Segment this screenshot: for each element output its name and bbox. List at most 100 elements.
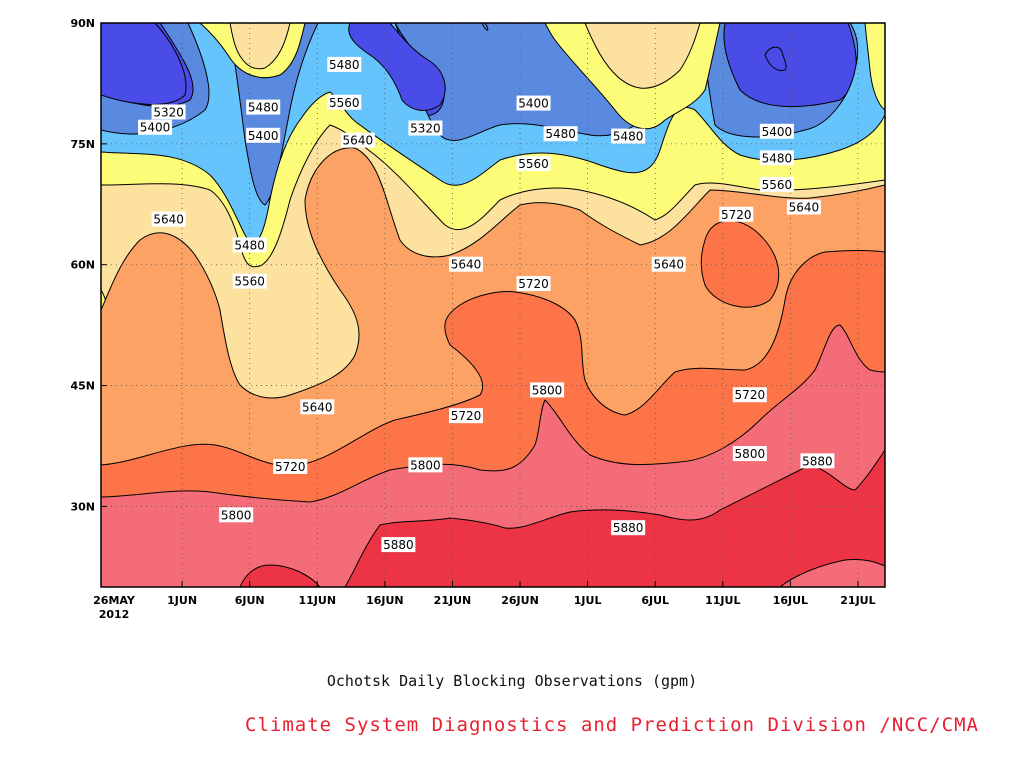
contour-label-box <box>759 150 794 166</box>
contour-label-box <box>448 256 483 272</box>
chart-credit: Climate System Diagnostics and Predictio… <box>245 714 979 736</box>
contour-label: 5560 <box>232 273 267 289</box>
contour-label-value: 5800 <box>221 508 252 522</box>
contour-label: 5400 <box>516 95 551 111</box>
x-tick-label: 26JUN <box>501 594 539 607</box>
contour-label-value: 5720 <box>451 409 482 423</box>
x-tick-label: 1JUL <box>574 594 602 607</box>
contour-label: 5640 <box>151 211 186 227</box>
contour-label-value: 5720 <box>735 388 766 402</box>
contour-label-box <box>516 276 551 292</box>
contour-label-box <box>151 104 186 120</box>
contour-label-value: 5560 <box>234 275 265 289</box>
contour-label: 5400 <box>759 123 794 139</box>
contour-label: 5720 <box>732 387 767 403</box>
contour-label: 5560 <box>759 176 794 192</box>
contour-label-box <box>232 273 267 289</box>
contour-label-value: 5720 <box>721 208 752 222</box>
contour-label: 5480 <box>543 126 578 142</box>
contour-label-box <box>408 120 443 136</box>
band-5480-top-c <box>864 23 885 111</box>
contour-label-value: 5400 <box>140 121 171 135</box>
band-below-5320-a <box>101 23 187 105</box>
contour-label-value: 5400 <box>762 125 793 139</box>
contour-label-value: 5560 <box>329 96 360 110</box>
band-5560-top-b <box>584 23 701 89</box>
band-5880 <box>344 449 885 587</box>
contour-label-value: 5480 <box>234 238 265 252</box>
y-tick-label: 90N <box>70 17 95 30</box>
contour-label-value: 5640 <box>653 258 684 272</box>
contour-label-box <box>732 446 767 462</box>
contour-label: 5480 <box>246 99 281 115</box>
contour-label-value: 5480 <box>613 130 644 144</box>
contour-label-box <box>611 128 646 144</box>
band-5880-bottom-right <box>779 559 885 587</box>
contour-label-box <box>327 56 362 72</box>
contour-label: 5800 <box>732 446 767 462</box>
contour-label-value: 5480 <box>545 127 576 141</box>
contour-label: 5640 <box>786 199 821 215</box>
contour-label-box <box>448 408 483 424</box>
contour-label-value: 5720 <box>518 277 549 291</box>
contour-label: 5800 <box>530 382 565 398</box>
contour-label-value: 5800 <box>735 447 766 461</box>
contour-label: 5320 <box>408 120 443 136</box>
contour-label-value: 5480 <box>329 58 360 72</box>
contour-label: 5720 <box>448 408 483 424</box>
contour-label-box <box>219 507 254 523</box>
contour-label: 5400 <box>246 127 281 143</box>
contour-label-box <box>327 94 362 110</box>
contour-label-value: 5320 <box>153 105 184 119</box>
contour-label-value: 5640 <box>789 201 820 215</box>
contour-label-box <box>138 119 173 135</box>
band-below-5320-b <box>348 23 446 111</box>
contour-labels: 5320 5400 5480 5400 5480 5560 5640 5320 5400 5480… <box>138 56 835 553</box>
contour-label-value: 5880 <box>383 538 414 552</box>
y-tick-label: 60N <box>70 259 95 272</box>
contour-label-value: 5880 <box>613 521 644 535</box>
contour-label-box <box>543 126 578 142</box>
contour-label-box <box>516 95 551 111</box>
contour-label-box <box>151 211 186 227</box>
y-tick-label: 75N <box>70 138 95 151</box>
contour-label-box <box>408 457 443 473</box>
contour-label: 5880 <box>800 453 835 469</box>
contour-label-box <box>800 453 835 469</box>
x-tick-label: 6JUL <box>641 594 669 607</box>
contour-label-value: 5800 <box>410 458 441 472</box>
contour-label-box <box>246 99 281 115</box>
x-tick-label: 16JUN <box>366 594 404 607</box>
contour-label: 5560 <box>516 156 551 171</box>
contour-label: 5800 <box>219 507 254 523</box>
x-year-label: 2012 <box>99 608 130 621</box>
contour-label: 5480 <box>759 150 794 166</box>
contour-label-box <box>340 132 375 148</box>
plot-frame <box>100 22 886 588</box>
contour-label: 5480 <box>232 237 267 253</box>
contour-label-box <box>300 399 335 415</box>
contour-label-value: 5720 <box>275 460 306 474</box>
contour-label-value: 5640 <box>302 400 333 414</box>
contour-label-value: 5800 <box>532 383 563 397</box>
band-5560-top-a <box>229 23 291 70</box>
contour-label-value: 5480 <box>762 151 793 165</box>
contour-label-value: 5400 <box>518 97 549 111</box>
contour-label: 5480 <box>611 128 646 144</box>
contour-fill-bands <box>101 23 885 587</box>
x-tick-label: 26MAY <box>93 594 136 607</box>
x-axis: 26MAY 1JUN 6JUN 11JUN 16JUN 21JUN 26JUN 1JUL 6JU… <box>93 581 876 621</box>
contour-label: 5640 <box>448 256 483 272</box>
contour-label-box <box>651 256 686 272</box>
x-tick-label: 21JUN <box>434 594 472 607</box>
contour-label: 5400 <box>138 119 173 135</box>
contour-label-box <box>516 156 551 171</box>
contour-label-box <box>530 382 565 398</box>
contour-label-box <box>786 199 821 215</box>
contour-label-value: 5320 <box>410 122 441 136</box>
contour-label-box <box>732 387 767 403</box>
contour-label-box <box>246 127 281 143</box>
x-tick-label: 1JUN <box>167 594 197 607</box>
y-tick-label: 30N <box>70 500 95 513</box>
